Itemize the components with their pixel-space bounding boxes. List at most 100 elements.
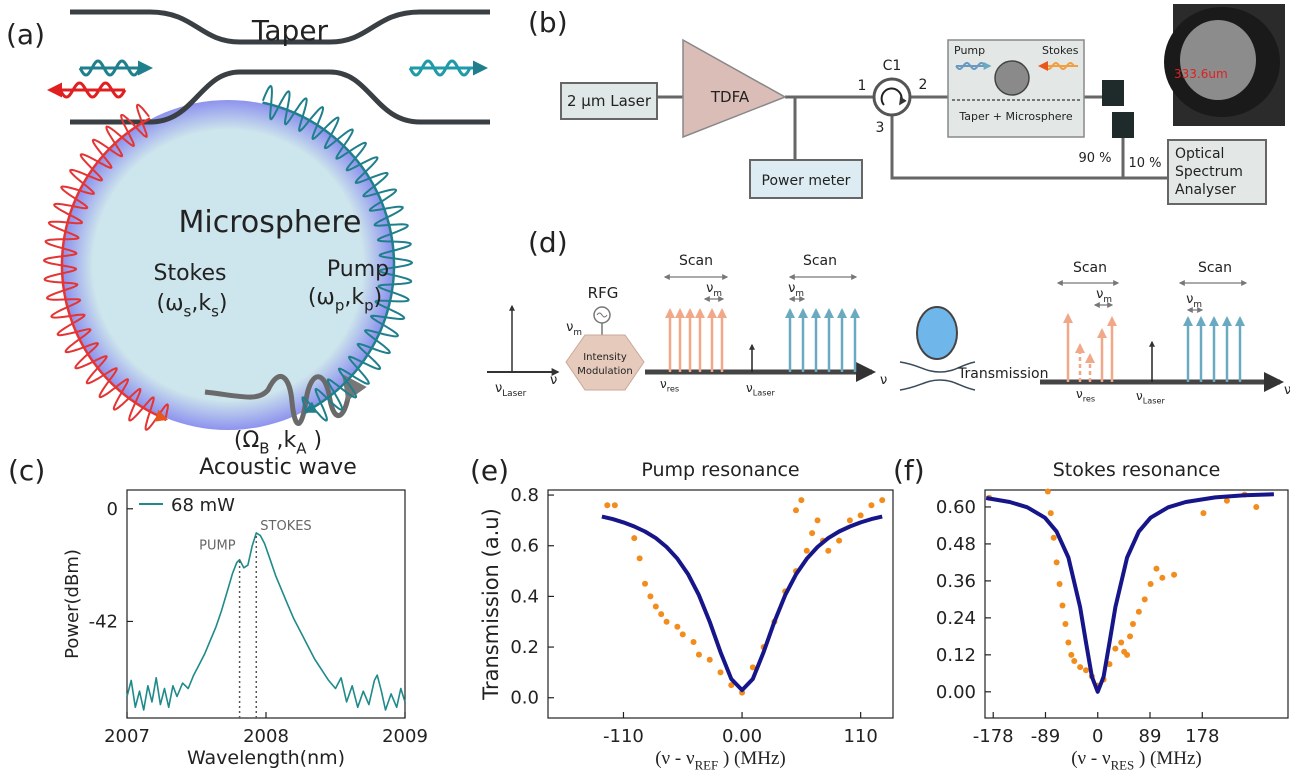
label: Intensity	[583, 352, 627, 363]
chart-title: Pump resonance	[641, 459, 799, 481]
label: (ΩB ,kA )	[234, 428, 322, 458]
data-point	[1045, 489, 1051, 495]
label: Taper	[251, 14, 329, 47]
fiber-holder	[1102, 80, 1124, 106]
data-point	[815, 517, 821, 523]
data-point	[1048, 510, 1054, 516]
data-point	[1054, 559, 1060, 565]
label: p	[364, 297, 374, 315]
y-tick-label: 0.8	[510, 485, 539, 506]
label: νm	[566, 320, 582, 338]
data-point	[1136, 609, 1142, 615]
label: ν	[1284, 383, 1290, 398]
label: (ω	[157, 291, 184, 316]
series-line	[986, 494, 1274, 692]
data-point	[612, 502, 618, 508]
x-axis-label: (ν - νRES ) (MHz)	[1071, 748, 1202, 771]
figure: (a)TaperMicrosphereStokes(ωs,ks)Pump(ωp,…	[0, 0, 1290, 771]
label: (ω	[308, 285, 335, 310]
label: (a)	[6, 18, 45, 51]
label: Spectrum	[1175, 164, 1243, 180]
x-tick-label: 89	[1139, 726, 1162, 747]
label: Optical	[1175, 146, 1224, 162]
label: Pump	[327, 257, 389, 282]
label: Stokes	[1042, 44, 1079, 57]
data-point	[847, 517, 853, 523]
label: νm	[788, 281, 804, 299]
label: 90 %	[1078, 151, 1111, 166]
y-tick-label: 0	[107, 499, 118, 520]
label: Scan	[803, 253, 837, 269]
legend-label: 68 mW	[171, 495, 235, 516]
label: νm	[1096, 287, 1112, 305]
data-point	[1171, 572, 1177, 578]
data-point	[1057, 581, 1063, 587]
y-tick-label: 0.00	[936, 682, 976, 703]
small-sphere	[917, 307, 957, 359]
label: (d)	[528, 226, 568, 259]
label: ν	[550, 373, 557, 388]
x-tick-label: 2009	[382, 726, 428, 747]
label: (b)	[528, 6, 568, 39]
label: Laser	[502, 389, 526, 399]
label: m	[573, 328, 582, 338]
device-sphere	[995, 61, 1029, 95]
label: Stokes	[153, 261, 226, 286]
data-point	[691, 639, 697, 645]
label: res	[1083, 394, 1095, 404]
data-point	[637, 555, 643, 561]
data-point	[1148, 581, 1154, 587]
y-axis-label: Transmission (a.u)	[479, 508, 503, 701]
label: νm	[1186, 292, 1202, 310]
y-tick-label: 0.60	[936, 497, 976, 518]
x-tick-label: -178	[973, 726, 1014, 747]
label: 10 %	[1128, 156, 1161, 171]
data-point	[798, 497, 804, 503]
label: m	[1193, 300, 1202, 310]
y-tick-label: 0.24	[936, 608, 976, 629]
label: s	[184, 303, 192, 321]
label: 2	[919, 77, 928, 93]
data-point	[1124, 652, 1130, 658]
x-axis-label: REF	[695, 758, 719, 771]
y-axis-label: Power(dBm)	[62, 549, 83, 659]
data-point	[1253, 504, 1259, 510]
label: Scan	[1198, 260, 1232, 276]
label: ν	[1186, 292, 1193, 307]
y-tick-label: 0.48	[936, 534, 976, 555]
x-tick-label: 0.00	[722, 726, 762, 747]
y-tick-label: 0.2	[510, 637, 539, 658]
label: ν	[495, 381, 502, 396]
label: 2 µm Laser	[567, 92, 652, 110]
label: νm	[706, 281, 722, 299]
data-point	[696, 652, 702, 658]
label: Modulation	[577, 366, 633, 377]
y-tick-label: -42	[89, 611, 118, 632]
data-point	[858, 512, 864, 518]
x-tick-label: -110	[603, 726, 644, 747]
data-point	[1130, 621, 1136, 627]
label: RFG	[588, 284, 619, 302]
label: νLaser	[746, 381, 776, 398]
label: )	[219, 291, 228, 316]
data-point	[707, 657, 713, 663]
data-point	[868, 502, 874, 508]
label: C1	[883, 58, 902, 74]
label: )	[307, 428, 323, 453]
x-axis-label: (ν - ν	[655, 748, 695, 769]
label: 333.6um	[1174, 67, 1228, 81]
data-point	[664, 619, 670, 625]
data-point	[1118, 640, 1124, 646]
label: TDFA	[710, 88, 750, 106]
data-point	[1065, 640, 1071, 646]
y-tick-label: 0.12	[936, 645, 976, 666]
panel-label: (f)	[893, 454, 925, 487]
label: p	[335, 297, 345, 315]
x-tick-label: 110	[843, 726, 877, 747]
data-point	[1060, 603, 1066, 609]
label: νLaser	[495, 381, 527, 399]
data-point	[1224, 498, 1230, 504]
data-point	[804, 548, 810, 554]
x-tick-label: 178	[1185, 726, 1219, 747]
data-point	[658, 611, 664, 617]
